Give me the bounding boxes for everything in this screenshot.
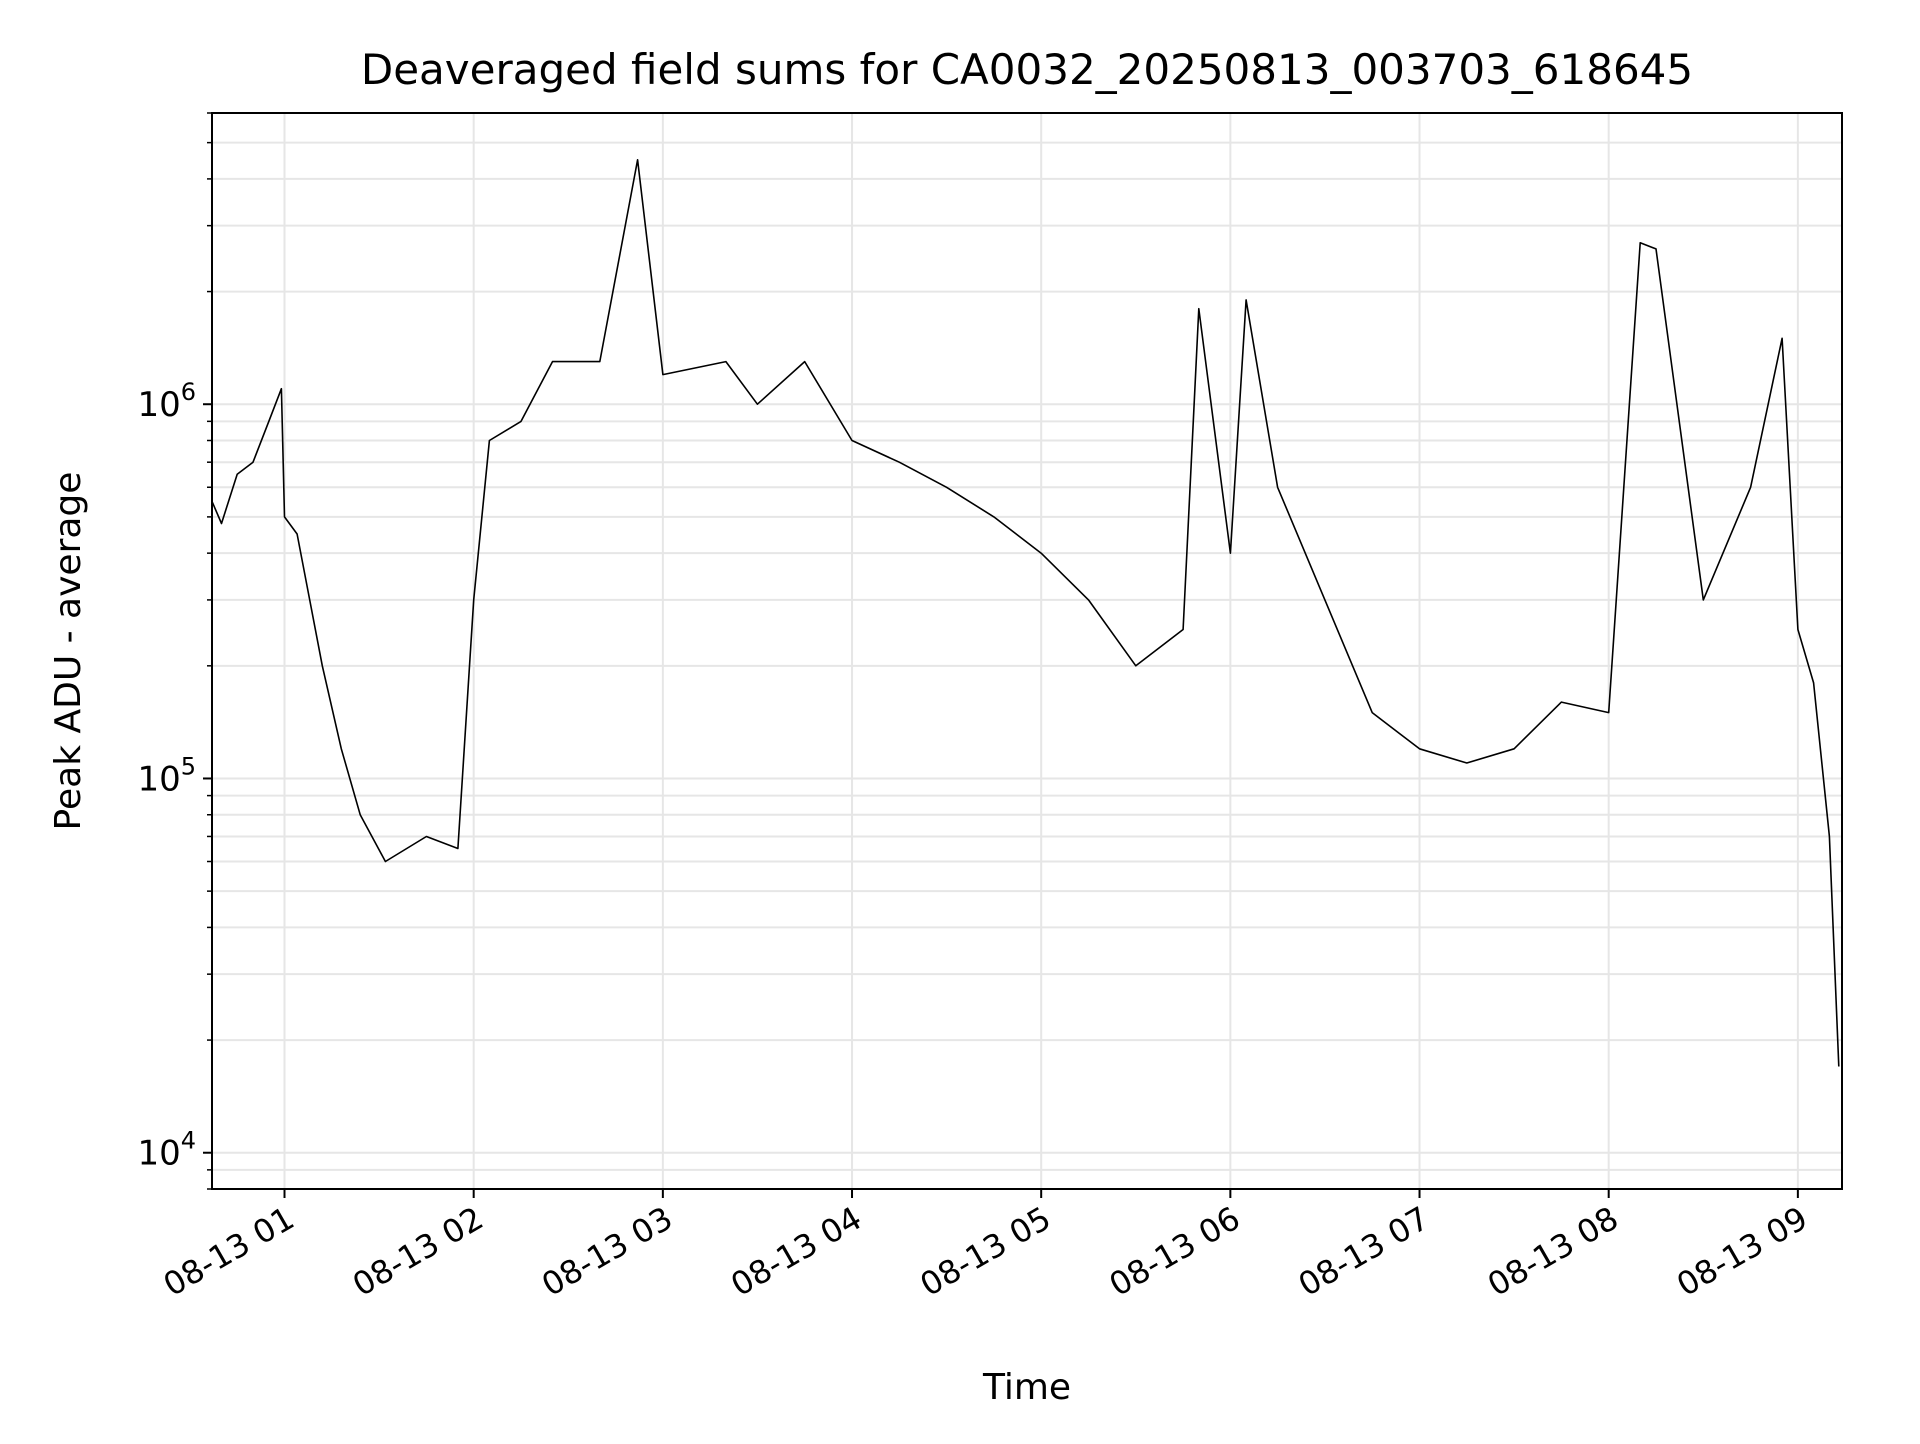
series-line-0 <box>212 159 1840 1067</box>
y-tick-label: 106 <box>137 378 196 425</box>
x-axis-label: Time <box>982 1367 1071 1408</box>
series-layer <box>212 159 1840 1067</box>
y-tick-label: 104 <box>137 1127 196 1174</box>
chart-title: Deaveraged field sums for CA0032_2025081… <box>361 45 1693 94</box>
grid-layer <box>212 112 1842 1190</box>
y-tick-label: 105 <box>137 752 196 799</box>
plot-frame <box>211 112 1843 1190</box>
y-axis-label: Peak ADU - average <box>48 472 89 831</box>
